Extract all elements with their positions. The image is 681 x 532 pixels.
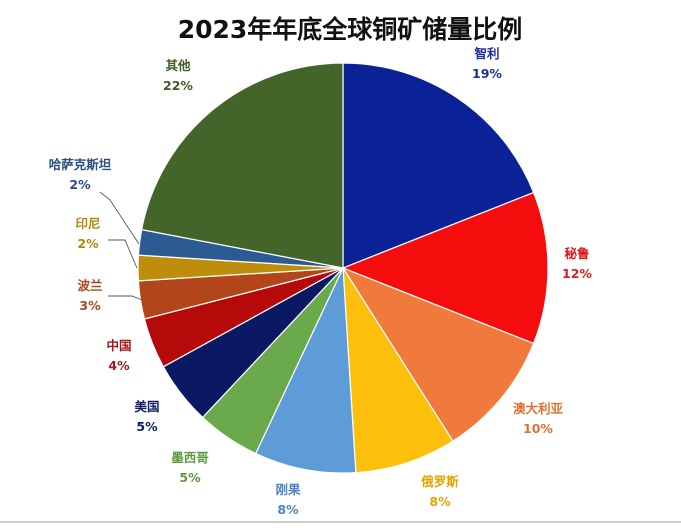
slice-label-value-10: 2% bbox=[69, 177, 91, 192]
slice-labels: 智利 19% 秘鲁 12% 澳大利亚 10% 俄罗斯 8% 刚果 8% 墨西哥 5% 美国 5% 中国 4% 波… bbox=[49, 46, 593, 517]
slice-label-value-4: 8% bbox=[277, 502, 299, 517]
slice-label-value-8: 3% bbox=[79, 298, 101, 313]
chart-title: 2023年年底全球铜矿储量比例 bbox=[178, 15, 523, 44]
slice-label-value-3: 8% bbox=[429, 494, 451, 509]
slice-label-name-6: 美国 bbox=[134, 399, 159, 414]
pie-slice-0 bbox=[342, 62, 535, 269]
slice-label-name-2: 澳大利亚 bbox=[513, 401, 564, 416]
slice-label-name-10: 哈萨克斯坦 bbox=[49, 157, 112, 172]
pie-slice-11 bbox=[140, 62, 344, 269]
slice-label-value-9: 2% bbox=[77, 236, 99, 251]
pie-slices bbox=[137, 62, 549, 474]
slice-label-value-0: 19% bbox=[472, 66, 502, 81]
bottom-divider bbox=[0, 521, 681, 523]
slice-label-name-11: 其他 bbox=[165, 58, 191, 73]
slice-label-value-5: 5% bbox=[179, 470, 201, 485]
slice-label-name-0: 智利 bbox=[473, 46, 499, 61]
slice-label-name-1: 秘鲁 bbox=[564, 246, 589, 261]
slice-label-value-1: 12% bbox=[562, 266, 592, 281]
leader-line-9 bbox=[108, 239, 138, 269]
pie-slice-4 bbox=[254, 267, 357, 474]
leader-line-8 bbox=[108, 295, 143, 301]
slice-label-name-8: 波兰 bbox=[77, 278, 103, 293]
leader-lines bbox=[99, 191, 143, 301]
pie-slice-3 bbox=[342, 267, 454, 474]
slice-label-name-4: 刚果 bbox=[275, 482, 301, 497]
slice-label-value-6: 5% bbox=[136, 419, 158, 434]
pie-slice-1 bbox=[341, 191, 549, 345]
slice-label-name-9: 印尼 bbox=[75, 216, 100, 231]
slice-label-value-2: 10% bbox=[523, 421, 553, 436]
pie-slice-2 bbox=[341, 266, 535, 442]
slice-label-name-5: 墨西哥 bbox=[171, 450, 209, 465]
slice-label-name-3: 俄罗斯 bbox=[420, 474, 459, 489]
leader-line-10 bbox=[99, 191, 140, 245]
slice-label-value-7: 4% bbox=[108, 358, 130, 373]
slice-label-name-7: 中国 bbox=[106, 338, 131, 353]
slice-label-value-11: 22% bbox=[163, 78, 193, 93]
